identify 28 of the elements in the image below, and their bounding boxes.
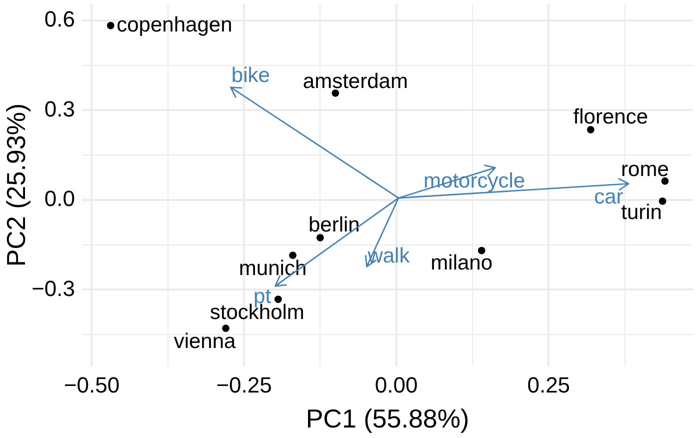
x-tick-label: −0.25	[216, 372, 272, 398]
point	[661, 177, 669, 185]
data-label: milano	[430, 251, 493, 274]
point	[316, 234, 324, 242]
y-axis-title: PC2 (25.93%)	[0, 103, 31, 267]
point	[332, 89, 340, 97]
x-tick-label: 0.25	[527, 372, 570, 398]
y-tick-label: 0.0	[44, 186, 75, 212]
data-label: amsterdam	[302, 70, 408, 93]
y-tick-label: 0.3	[44, 96, 75, 122]
point	[586, 126, 594, 134]
y-tick-label: −0.3	[32, 276, 75, 301]
point	[658, 197, 666, 205]
x-tick-label: 0.00	[374, 372, 418, 398]
data-label: vienna	[174, 330, 236, 354]
point	[222, 324, 230, 332]
y-tick-label: 0.6	[44, 6, 75, 32]
data-label: berlin	[308, 213, 360, 236]
point	[274, 296, 282, 303]
data-label: rome	[621, 158, 669, 181]
data-label: copenhagen	[116, 13, 232, 36]
data-label: turin	[621, 200, 662, 224]
data-label: florence	[573, 105, 648, 128]
x-axis-title: PC1 (55.88%)	[306, 404, 470, 434]
annotation: bike	[231, 64, 270, 88]
point	[478, 246, 486, 254]
point	[106, 22, 114, 30]
x-tick-label: −0.50	[64, 372, 120, 398]
